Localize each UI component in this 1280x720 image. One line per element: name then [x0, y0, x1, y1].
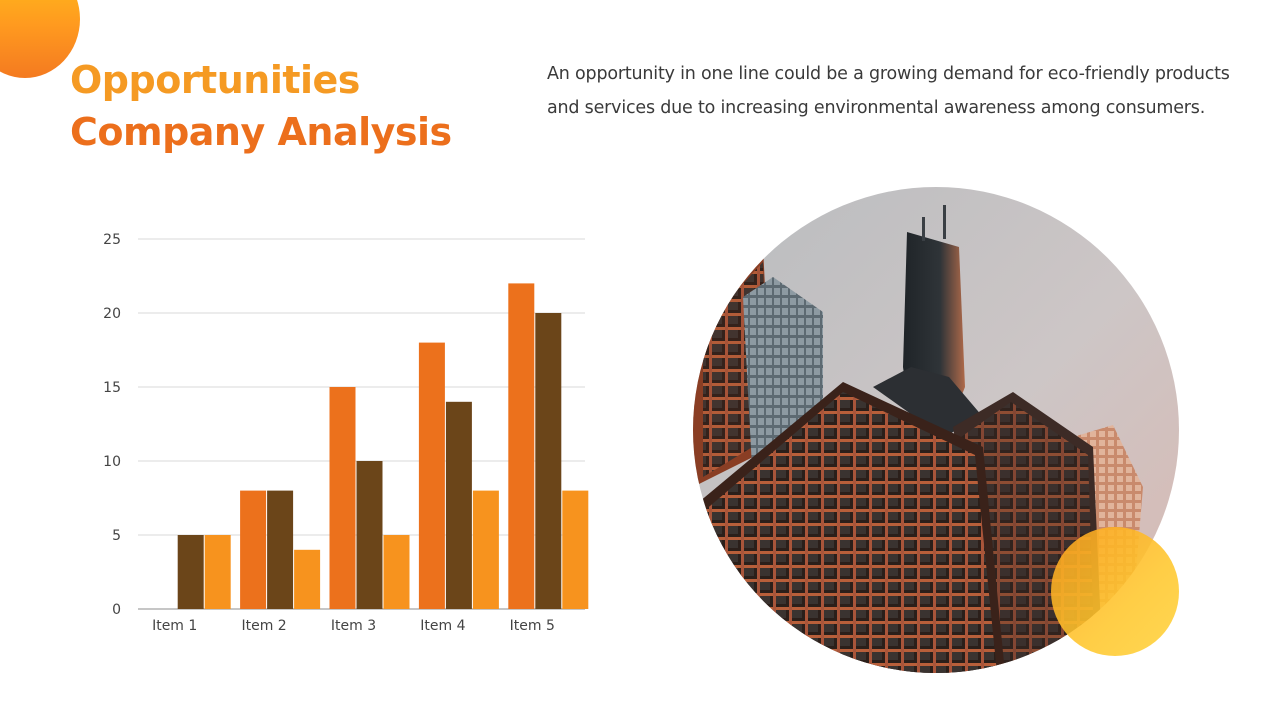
bar-s1-3 — [329, 387, 356, 609]
bar-s2-3 — [356, 461, 383, 609]
y-tick-label-2: 10 — [103, 454, 121, 470]
chart-labels: 0 5 10 15 20 25 Item 1 Item 2 Item 3 Item 4 Item 5 — [103, 232, 555, 634]
bar-s2-2 — [267, 490, 294, 609]
bar-s2-4 — [445, 401, 472, 609]
x-tick-label-4: Item 4 — [420, 618, 465, 634]
x-tick-label-2: Item 2 — [241, 618, 286, 634]
y-tick-label-4: 20 — [103, 306, 121, 322]
slide-title-line1: Opportunities — [70, 58, 360, 102]
bar-s1-4 — [418, 342, 445, 609]
bar-s3-4 — [472, 490, 499, 609]
bar-s3-1 — [204, 535, 231, 609]
bar-s3-2 — [294, 549, 321, 609]
bar-chart: 0 5 10 15 20 25 Item 1 Item 2 Item 3 Item 4 Item 5 — [103, 232, 589, 634]
y-tick-label-1: 5 — [112, 528, 121, 544]
x-tick-label-5: Item 5 — [510, 618, 555, 634]
bar-s3-3 — [383, 535, 410, 609]
y-tick-label-5: 25 — [103, 232, 121, 248]
x-tick-label-3: Item 3 — [331, 618, 376, 634]
bar-s2-1 — [177, 535, 204, 609]
x-tick-label-1: Item 1 — [152, 618, 197, 634]
slide-title-line2: Company Analysis — [70, 110, 452, 154]
slide-description: An opportunity in one line could be a gr… — [547, 64, 1230, 118]
bar-s2-5 — [535, 313, 562, 609]
bar-s1-5 — [508, 283, 535, 609]
decorative-yellow-circle — [1051, 527, 1179, 656]
bar-s3-5 — [562, 490, 589, 609]
chart-bars — [177, 283, 589, 609]
y-tick-label-3: 15 — [103, 380, 121, 396]
slide-title: Opportunities Company Analysis — [70, 54, 452, 158]
bar-s1-2 — [240, 490, 267, 609]
y-tick-label-0: 0 — [112, 602, 121, 618]
